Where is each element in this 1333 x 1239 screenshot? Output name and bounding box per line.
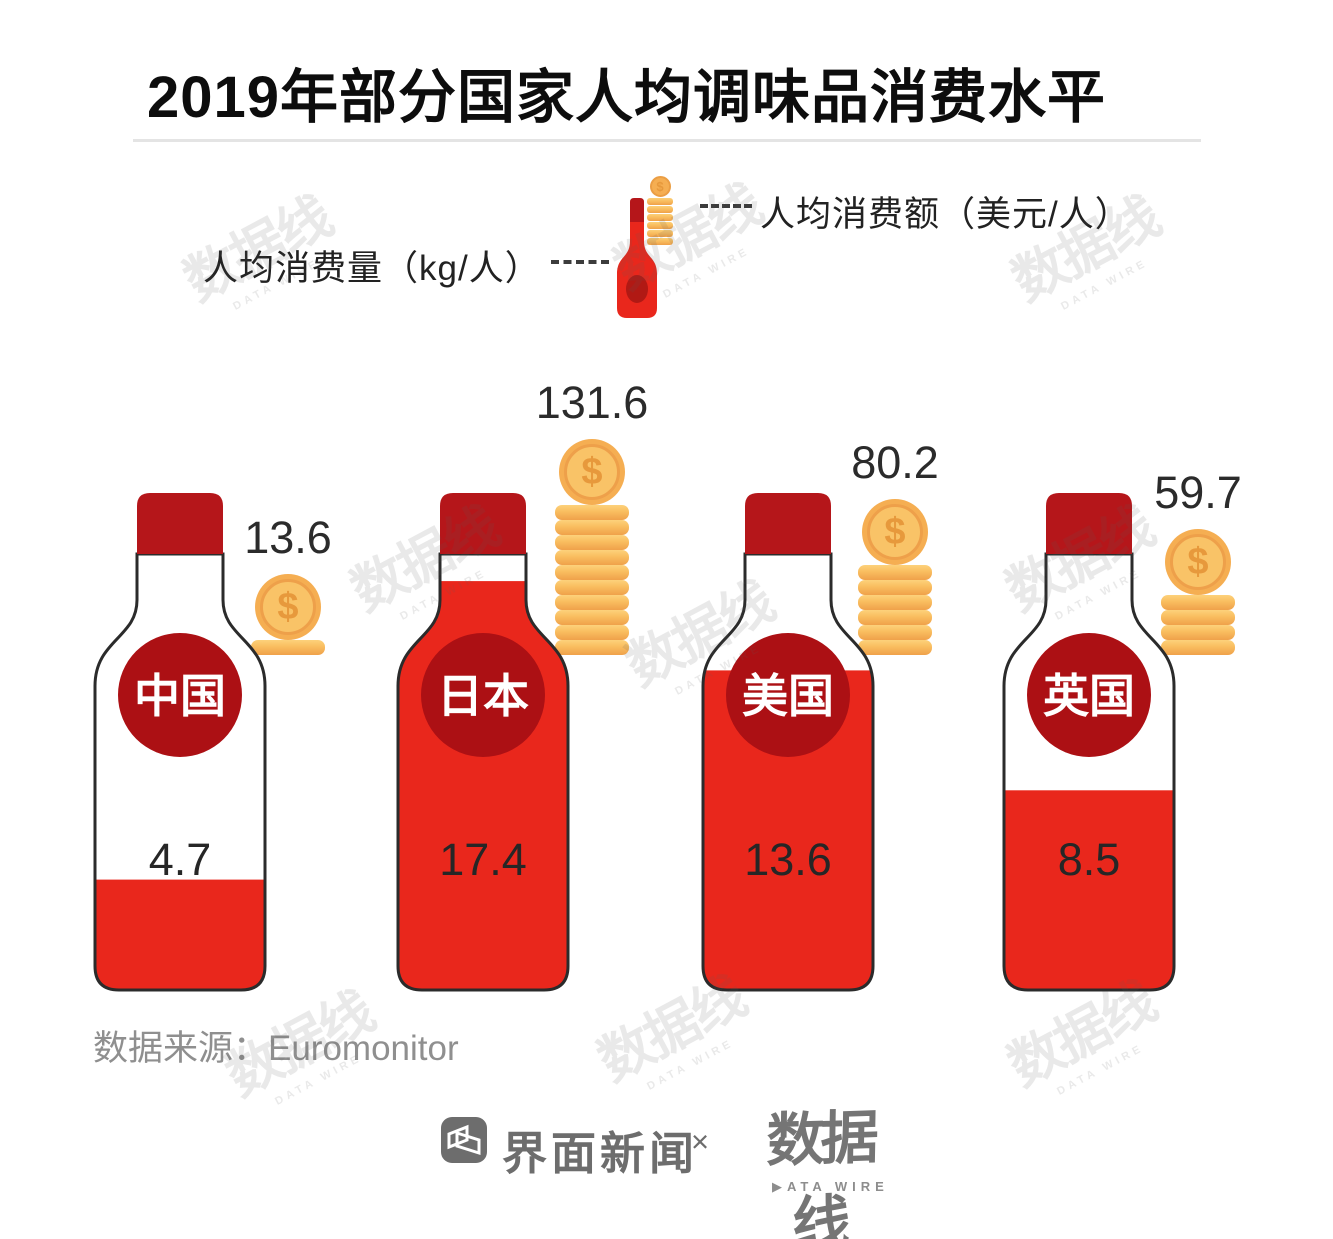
- country-badge: [118, 633, 242, 757]
- coin: [1161, 610, 1235, 625]
- coin: [858, 580, 932, 595]
- bottle-cap: [137, 493, 223, 554]
- flat-coins: [1161, 595, 1235, 655]
- legend-quantity-connector: [551, 260, 609, 264]
- coin: [555, 580, 629, 595]
- bottle: 日本 17.4: [396, 493, 570, 992]
- legend-dollar-coin-icon: $: [649, 176, 671, 197]
- amount-value: 59.7: [1154, 467, 1242, 518]
- legend-quantity-label: 人均消费量（kg/人）: [203, 249, 541, 288]
- coin-stack: 131.6 $: [527, 377, 657, 655]
- quantity-value: 4.7: [149, 834, 212, 885]
- flat-coins: [251, 640, 325, 655]
- coin: [555, 565, 629, 580]
- legend-amount-label: 人均消费额（美元/人）: [760, 195, 1131, 234]
- jiemian-brand-text: 界面新闻: [502, 1128, 699, 1179]
- bottle-cap: [745, 493, 831, 554]
- dollar-coin-icon: $: [255, 574, 321, 640]
- country-badge: [1027, 633, 1151, 757]
- coin: [858, 640, 932, 655]
- coin: [555, 595, 629, 610]
- bottle-fill: [1004, 790, 1174, 990]
- flat-coins: [555, 505, 629, 655]
- coin: [1161, 625, 1235, 640]
- coin: [858, 610, 932, 625]
- country-name: 日本: [437, 670, 529, 722]
- coin: [555, 550, 629, 565]
- bottle: 英国 8.5: [1002, 493, 1176, 992]
- country-name: 英国: [1043, 670, 1135, 722]
- country-name: 美国: [742, 670, 834, 722]
- coin: [251, 640, 325, 655]
- footer-separator: ×: [691, 1124, 710, 1159]
- country-name: 中国: [134, 670, 226, 722]
- coin-stack: 80.2 $: [830, 437, 960, 655]
- amount-value: 13.6: [244, 512, 332, 563]
- coin: [1161, 595, 1235, 610]
- coin: [555, 640, 629, 655]
- coin: [858, 565, 932, 580]
- page-title: 2019年部分国家人均调味品消费水平: [147, 65, 1107, 130]
- quantity-value: 13.6: [744, 834, 832, 885]
- bottle: 中国 4.7: [93, 493, 267, 992]
- jiemian-logo-icon: [441, 1117, 487, 1163]
- coin-stack: 13.6 $: [223, 512, 353, 655]
- legend-coins-icon: $: [646, 176, 674, 245]
- legend-amount-connector: [700, 204, 752, 208]
- datawire-sub-text: ▶ATA WIRE: [772, 1179, 889, 1194]
- coin: [555, 610, 629, 625]
- dollar-coin-icon: $: [559, 439, 625, 505]
- bottle-cap: [440, 493, 526, 554]
- legend-bottle-icon: [617, 198, 657, 318]
- data-source: 数据来源：Euromonitor: [93, 1029, 459, 1068]
- coin: [555, 535, 629, 550]
- coin: [555, 520, 629, 535]
- quantity-value: 17.4: [439, 834, 527, 885]
- country-badge: [726, 633, 850, 757]
- bottle-cap: [1046, 493, 1132, 554]
- amount-value: 80.2: [851, 437, 939, 488]
- datawire-logo-text: 数据线: [765, 1105, 876, 1239]
- amount-value: 131.6: [535, 377, 649, 428]
- flat-coins: [858, 565, 932, 655]
- bottle-fill: [95, 879, 265, 990]
- bottle: 美国 13.6: [701, 493, 875, 992]
- coin: [858, 595, 932, 610]
- dollar-coin-icon: $: [862, 499, 928, 565]
- coin: [858, 625, 932, 640]
- title-divider: [133, 139, 1201, 142]
- coin: [555, 505, 629, 520]
- quantity-value: 8.5: [1058, 834, 1121, 885]
- country-badge: [421, 633, 545, 757]
- coin-stack: 59.7 $: [1133, 467, 1263, 655]
- dollar-coin-icon: $: [1165, 529, 1231, 595]
- coin: [1161, 640, 1235, 655]
- coin: [555, 625, 629, 640]
